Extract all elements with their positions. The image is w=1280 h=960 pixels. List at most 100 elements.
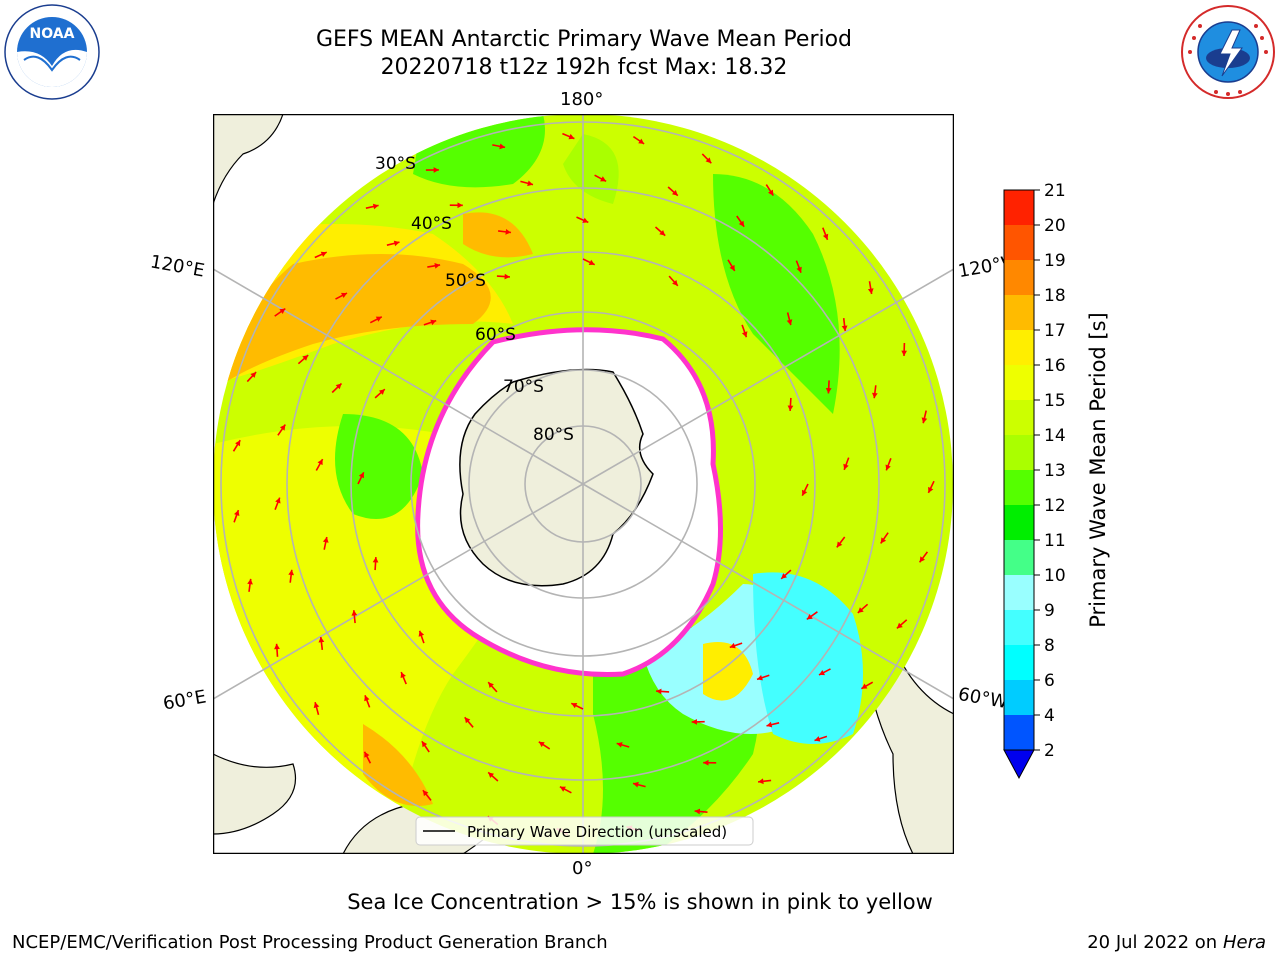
wave-arrow-head <box>694 808 701 815</box>
colorbar-swatch <box>1004 575 1034 610</box>
wave-arrow-head <box>568 133 575 140</box>
footer-host: Hera <box>1222 932 1266 953</box>
colorbar-tick-label: 16 <box>1044 356 1066 376</box>
wave-arrow-head <box>841 325 848 331</box>
colorbar-tick-label: 13 <box>1044 461 1066 481</box>
wave-arrow-head <box>806 614 813 620</box>
wave-arrow-head <box>318 637 325 643</box>
map-border <box>213 114 954 854</box>
colorbar-swatch <box>1004 715 1034 750</box>
wave-arrow-head <box>527 180 533 187</box>
wave-arrow-head <box>857 607 864 613</box>
direction-legend: Primary Wave Direction (unscaled) <box>415 816 754 846</box>
colorbar-swatch <box>1004 680 1034 715</box>
lon-label-180: 180° <box>560 89 604 110</box>
wave-arrow-head <box>322 537 329 543</box>
graticule <box>213 114 954 854</box>
wave-arrow-head <box>600 176 607 182</box>
colorbar-swatch <box>1004 505 1034 540</box>
wave-arrow-head <box>638 138 645 144</box>
wave-arrow-head <box>358 472 364 479</box>
wave-arrow-head <box>275 497 281 504</box>
wave-arrow-head <box>738 220 745 227</box>
colorbar-swatch <box>1004 645 1034 680</box>
wave-arrow-head <box>571 703 578 709</box>
wave-arrow-head <box>364 751 370 758</box>
wave-arrow-head <box>421 741 428 748</box>
colorbar-extend-triangle <box>1003 749 1035 780</box>
wave-arrow-head <box>235 440 241 447</box>
wave-arrow-head <box>843 463 849 470</box>
wave-arrow-head <box>672 190 678 196</box>
colorbar-tick-label: 17 <box>1044 321 1066 341</box>
wave-arrow-head <box>787 405 794 411</box>
wave-arrow-head <box>766 721 773 728</box>
wave-arrow-head <box>656 688 662 695</box>
wave-arrow-head <box>588 259 595 265</box>
wave-arrow-head <box>729 642 736 649</box>
wave-arrow-head <box>705 157 712 164</box>
colorbar-tick-label: 8 <box>1044 636 1055 656</box>
footer-date: 20 Jul 2022 on Hera <box>1087 932 1266 953</box>
colorbar-tick-label: 18 <box>1044 286 1066 306</box>
colorbar-tick-label: 2 <box>1044 741 1055 761</box>
wave-arrow-head <box>400 672 406 679</box>
colorbar-swatch <box>1004 190 1034 225</box>
wave-arrow-head <box>802 489 808 496</box>
wave-arrow-head <box>741 331 748 338</box>
wave-arrow-head <box>896 622 903 629</box>
colorbar-tick-label: 19 <box>1044 251 1066 271</box>
wave-arrow-head <box>351 610 358 616</box>
wave-arrow-head <box>919 556 925 563</box>
wave-arrow-head <box>279 424 286 431</box>
polar-map: 30°S 40°S 50°S 60°S 70°S 80°S Primary Wa… <box>213 114 954 854</box>
colorbar-tick-label: 9 <box>1044 601 1055 621</box>
wave-arrow-head <box>822 233 829 240</box>
colorbar-swatch <box>1004 295 1034 330</box>
colorbar-tick-label: 14 <box>1044 426 1066 446</box>
wave-arrow-head <box>672 280 678 286</box>
wave-arrow-head <box>379 389 385 395</box>
legend-label: Primary Wave Direction (unscaled) <box>467 823 727 841</box>
wave-arrow-head <box>488 772 494 778</box>
wave-arrow-head <box>364 695 370 702</box>
wave-arrow-head <box>372 203 379 210</box>
colorbar-tick-label: 10 <box>1044 566 1066 586</box>
colorbar-swatch <box>1004 225 1034 260</box>
noaa-logo: NOAA <box>4 4 100 100</box>
wave-arrow-head <box>505 229 511 235</box>
wave-arrow-head <box>393 240 400 247</box>
wave-arrow-head <box>234 510 240 516</box>
wave-arrow-head <box>341 292 347 298</box>
lat-label-50s: 50°S <box>445 271 486 291</box>
wave-arrow-head <box>274 643 280 650</box>
wave-arrow-head <box>250 372 257 378</box>
wave-arrow-head <box>659 230 666 236</box>
wave-arrow-head <box>504 273 510 280</box>
lat-label-60s: 60°S <box>475 325 516 345</box>
lat-label-40s: 40°S <box>411 214 452 234</box>
chart-subtitle: 20220718 t12z 192h fcst Max: 18.32 <box>380 55 788 80</box>
wave-arrow-head <box>819 670 825 676</box>
colorbar-swatch <box>1004 365 1034 400</box>
wave-arrow-head <box>928 486 934 493</box>
colorbar-swatch <box>1004 260 1034 295</box>
wave-arrow-head <box>814 736 821 742</box>
colorbar-swatch <box>1004 470 1034 505</box>
wave-arrow-head <box>422 790 429 797</box>
wave-arrow-head <box>901 350 907 356</box>
wave-arrow-head <box>488 682 494 688</box>
wave-arrow-head <box>729 264 735 271</box>
colorbar-tick-label: 15 <box>1044 391 1066 411</box>
wave-arrow-head <box>796 266 802 273</box>
wave-arrow-head <box>434 263 441 269</box>
wave-arrow-head <box>758 778 764 785</box>
wave-arrow-head <box>538 741 545 748</box>
colorbar: 2 4 6 8 9 10 11 12 13 14 15 16 17 18 19 20 21 <box>1003 181 1066 780</box>
colorbar-label: Primary Wave Mean Period [s] <box>1086 312 1110 628</box>
wave-arrow-head <box>302 355 309 361</box>
lon-label-120e: 120°E <box>148 251 207 282</box>
latitude-labels: 30°S 40°S 50°S 60°S 70°S 80°S <box>375 154 574 445</box>
lon-label-0: 0° <box>572 858 593 879</box>
colorbar-tick-label: 4 <box>1044 706 1055 726</box>
